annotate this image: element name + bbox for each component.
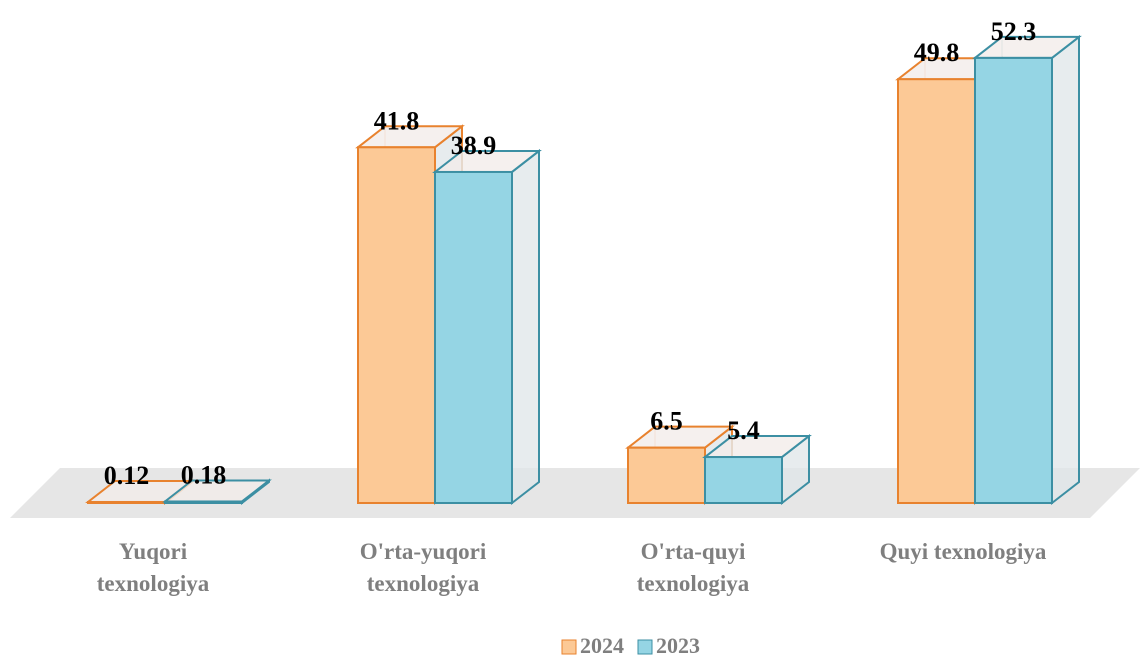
x-tick-label: Quyi texnologiya bbox=[879, 539, 1047, 564]
value-label: 0.18 bbox=[181, 460, 227, 489]
bar bbox=[164, 500, 243, 505]
bar bbox=[627, 446, 706, 504]
legend-swatch bbox=[561, 639, 577, 655]
value-label: 49.8 bbox=[914, 38, 960, 67]
value-label: 0.12 bbox=[104, 461, 150, 490]
floor bbox=[10, 468, 1140, 518]
legend-label: 2023 bbox=[656, 633, 700, 658]
bar bbox=[87, 500, 166, 504]
bar bbox=[704, 456, 783, 504]
x-tick-label: O'rta-yuqori texnologiya bbox=[359, 539, 487, 596]
value-label: 52.3 bbox=[991, 17, 1037, 46]
value-label: 38.9 bbox=[451, 131, 497, 160]
legend-label: 2024 bbox=[580, 633, 624, 658]
x-tick-label: O'rta-quyi texnologiya bbox=[636, 539, 750, 596]
value-label: 41.8 bbox=[374, 106, 420, 135]
bar-side bbox=[511, 148, 540, 506]
bar bbox=[357, 146, 436, 504]
x-tick-label: Yuqori texnologiya bbox=[96, 539, 210, 596]
bar bbox=[897, 78, 976, 505]
bar bbox=[974, 56, 1053, 504]
value-label: 5.4 bbox=[727, 416, 760, 445]
value-label: 6.5 bbox=[650, 407, 683, 436]
legend-swatch bbox=[637, 639, 653, 655]
bar-side bbox=[1051, 34, 1080, 506]
bar bbox=[434, 170, 513, 504]
